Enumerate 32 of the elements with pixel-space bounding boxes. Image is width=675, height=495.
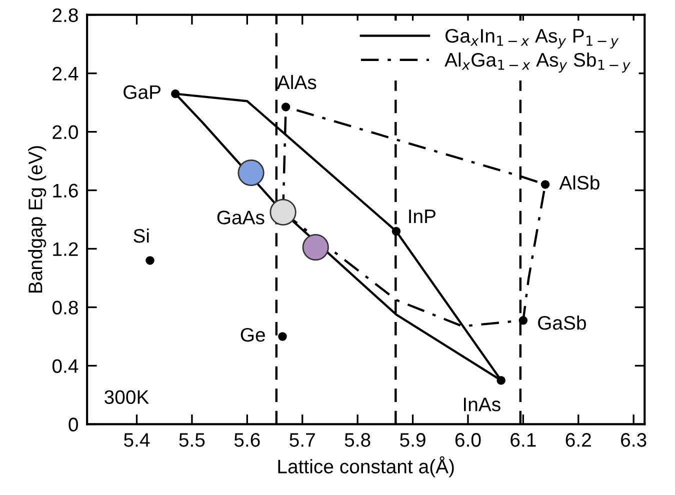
annotation: GaAs: [217, 210, 264, 224]
annotation: 300K: [104, 390, 149, 404]
y-tick-label: 1.2: [53, 242, 78, 256]
annotation: InAs: [464, 398, 500, 412]
x-tick-label: 5.5: [179, 433, 205, 447]
y-axis-title: Bandgap Eg (eV): [28, 146, 46, 293]
x-axis-title: Lattice constant a(Å): [278, 456, 454, 478]
annotation: AlAs: [276, 74, 316, 90]
y-tick-label: 0.8: [52, 300, 78, 314]
x-tick-label: 5.8: [344, 433, 370, 447]
x-tick-label: 5.9: [400, 433, 426, 447]
annotation: Ge: [240, 328, 265, 342]
x-tick-label: 5.4: [124, 433, 150, 447]
legend-label: Al$_{x}$Ga$_{1−x}$ As$_{y}$ Sb$_{1−y}$: [444, 52, 630, 73]
legend-label: Ga$_{x}$In$_{1−x}$ As$_{y}$ P$_{1−y}$: [446, 28, 619, 49]
annotation: AlSb: [559, 175, 600, 190]
x-tick-label: 6.2: [566, 433, 591, 447]
y-tick-label: 2.4: [52, 66, 78, 80]
x-tick-label: 6.0: [455, 433, 481, 447]
y-tick-label: 2.8: [52, 8, 78, 22]
y-tick-label: 0.4: [52, 359, 78, 373]
y-tick-label: 0: [68, 418, 78, 432]
annotation: GaP: [124, 85, 160, 100]
x-tick-label: 5.7: [290, 433, 315, 447]
x-tick-label: 6.3: [621, 433, 646, 447]
x-tick-label: 6.1: [510, 433, 536, 447]
annotation: GaSb: [538, 316, 586, 330]
annotation: InP: [409, 210, 436, 224]
y-tick-label: 1.6: [53, 184, 78, 198]
y-tick-label: 2.0: [52, 125, 78, 140]
annotation: Si: [134, 228, 149, 243]
x-tick-label: 5.6: [234, 433, 260, 447]
